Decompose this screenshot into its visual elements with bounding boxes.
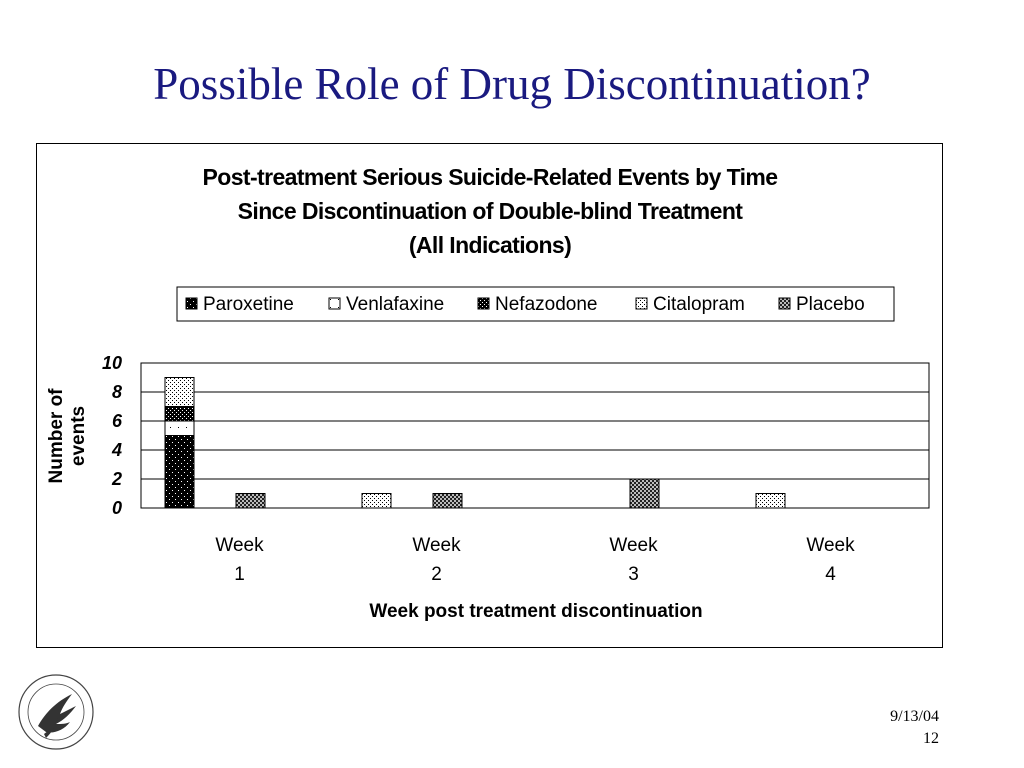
legend-label-venlafaxine: Venlafaxine xyxy=(346,294,444,315)
y-tick-label-2: 2 xyxy=(111,469,122,489)
plot-area xyxy=(140,362,930,509)
y-axis-label-line-2: events xyxy=(68,406,89,466)
chart-title-line-3: (All Indications) xyxy=(408,232,572,258)
x-tick-label-week-3-line-2: 3 xyxy=(628,564,639,585)
footer-date: 9/13/04 xyxy=(890,708,939,725)
bar-week-1-citalopram xyxy=(164,377,195,407)
bar-week-2-placebo xyxy=(432,493,463,509)
y-tick-label-4: 4 xyxy=(111,440,122,460)
chart-title: Post-treatment Serious Suicide-Related E… xyxy=(0,160,980,262)
bar-week-1-nefazodone xyxy=(164,406,195,422)
chart-title-line-1: Post-treatment Serious Suicide-Related E… xyxy=(202,164,779,190)
y-tick-label-8: 8 xyxy=(112,382,122,402)
x-tick-label-week-1-line-1: Week xyxy=(215,535,264,556)
x-axis-ticks: Week 1 Week 2 Week 3 Week 4 xyxy=(215,535,855,585)
bar-week-4-citalopram xyxy=(755,493,786,509)
legend: Paroxetine Venlafaxine Nefazodone Citalopra… xyxy=(185,294,865,315)
y-tick-label-0: 0 xyxy=(112,498,122,518)
y-tick-label-6: 6 xyxy=(112,411,123,431)
legend-swatch-paroxetine xyxy=(185,297,198,310)
legend-label-placebo: Placebo xyxy=(796,294,865,315)
bar-week-2-citalopram xyxy=(361,493,392,509)
bar-week-3-placebo xyxy=(629,478,660,509)
y-axis-ticks: 0 2 4 6 8 10 xyxy=(102,353,123,518)
hhs-seal-logo xyxy=(18,674,94,750)
y-axis-label-line-1: Number of xyxy=(46,388,67,484)
legend-swatch-nefazodone xyxy=(477,297,490,310)
x-tick-label-week-3-line-1: Week xyxy=(609,535,658,556)
bar-week-1-paroxetine xyxy=(164,435,195,509)
legend-swatch-venlafaxine xyxy=(328,297,341,310)
slide-title: Possible Role of Drug Discontinuation? xyxy=(153,59,871,109)
x-tick-label-week-2-line-1: Week xyxy=(412,535,461,556)
x-tick-label-week-1-line-2: 1 xyxy=(234,564,245,585)
x-tick-label-week-4-line-2: 4 xyxy=(825,564,836,585)
legend-label-citalopram: Citalopram xyxy=(653,294,745,315)
legend-label-paroxetine: Paroxetine xyxy=(203,294,294,315)
x-tick-label-week-4-line-1: Week xyxy=(806,535,855,556)
bar-week-1-placebo xyxy=(235,493,266,509)
legend-box xyxy=(176,286,895,322)
footer-page-number: 12 xyxy=(923,730,939,747)
chart-title-line-2: Since Discontinuation of Double-blind Tr… xyxy=(237,198,743,224)
x-axis-label: Week post treatment discontinuation xyxy=(369,601,702,622)
chart-frame xyxy=(36,143,943,648)
y-tick-label-10: 10 xyxy=(102,353,122,373)
gridlines xyxy=(140,362,930,509)
legend-swatch-placebo xyxy=(778,297,791,310)
x-tick-label-week-2-line-2: 2 xyxy=(431,564,442,585)
bar-week-1-venlafaxine xyxy=(164,420,195,436)
bars xyxy=(164,377,786,509)
legend-swatch-citalopram xyxy=(635,297,648,310)
legend-label-nefazodone: Nefazodone xyxy=(495,294,597,315)
